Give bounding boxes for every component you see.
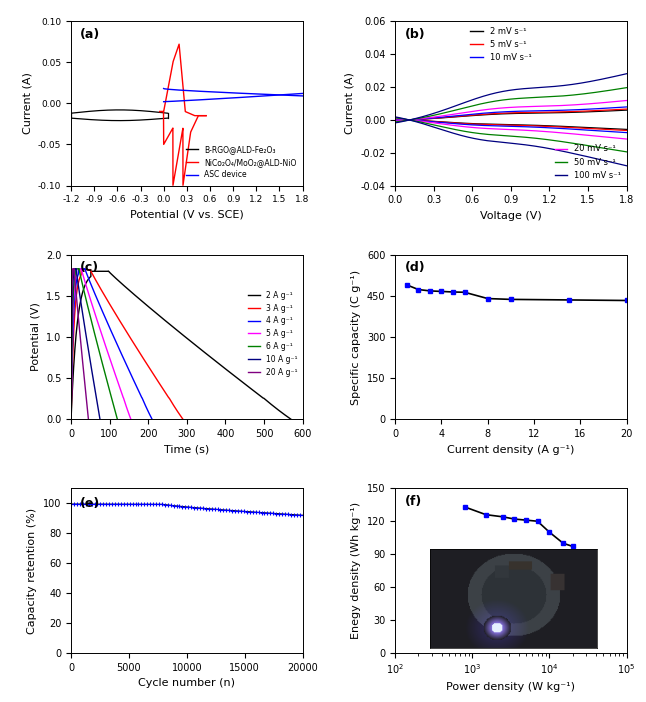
X-axis label: Current density (A g⁻¹): Current density (A g⁻¹) <box>447 444 574 454</box>
Y-axis label: Enegy density (Wh kg⁻¹): Enegy density (Wh kg⁻¹) <box>351 502 361 639</box>
Text: (f): (f) <box>404 495 422 508</box>
Text: (d): (d) <box>404 261 425 274</box>
X-axis label: Cycle number (n): Cycle number (n) <box>138 678 235 688</box>
Y-axis label: Current (A): Current (A) <box>345 72 355 134</box>
Y-axis label: Capacity retention (%): Capacity retention (%) <box>27 508 37 634</box>
Y-axis label: Potential (V): Potential (V) <box>30 303 41 371</box>
Text: (a): (a) <box>80 27 101 41</box>
Text: (b): (b) <box>404 27 425 41</box>
Legend: B-RGO@ALD-Fe₂O₃, NiCo₂O₄/MoO₂@ALD-NiO, ASC device: B-RGO@ALD-Fe₂O₃, NiCo₂O₄/MoO₂@ALD-NiO, A… <box>184 143 298 182</box>
X-axis label: Time (s): Time (s) <box>164 444 209 454</box>
Text: (c): (c) <box>80 261 99 274</box>
X-axis label: Voltage (V): Voltage (V) <box>480 211 542 221</box>
Legend: 20 mV s⁻¹, 50 mV s⁻¹, 100 mV s⁻¹: 20 mV s⁻¹, 50 mV s⁻¹, 100 mV s⁻¹ <box>553 143 623 181</box>
Y-axis label: Specific capacity (C g⁻¹): Specific capacity (C g⁻¹) <box>351 270 361 404</box>
Y-axis label: Current (A): Current (A) <box>23 72 32 134</box>
Legend: 2 A g⁻¹, 3 A g⁻¹, 4 A g⁻¹, 5 A g⁻¹, 6 A g⁻¹, 10 A g⁻¹, 20 A g⁻¹: 2 A g⁻¹, 3 A g⁻¹, 4 A g⁻¹, 5 A g⁻¹, 6 A … <box>247 289 298 378</box>
X-axis label: Power density (W kg⁻¹): Power density (W kg⁻¹) <box>446 682 576 692</box>
X-axis label: Potential (V vs. SCE): Potential (V vs. SCE) <box>130 210 244 220</box>
Text: (e): (e) <box>80 496 101 510</box>
